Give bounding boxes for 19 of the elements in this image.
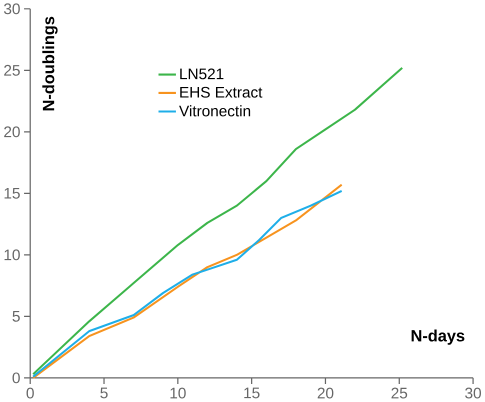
x-tick-label: 5 — [100, 388, 108, 398]
x-tick-label: 10 — [170, 388, 186, 399]
y-tick-label: 5 — [12, 311, 20, 322]
legend-label: EHS Extract — [180, 86, 262, 98]
x-tick-label: 30 — [465, 388, 481, 399]
y-tick-label: 30 — [4, 3, 20, 14]
x-tick-label: 15 — [244, 388, 260, 398]
y-axis-title: N-doublings — [42, 16, 58, 110]
y-tick-label: 15 — [4, 188, 20, 199]
x-tick-label: 0 — [26, 388, 34, 399]
x-axis-title: N-days — [412, 330, 464, 345]
y-tick-label: 20 — [4, 126, 20, 138]
legend-label: Vitronectin — [179, 105, 250, 116]
legend-label: LN521 — [180, 68, 224, 80]
y-tick-label: 10 — [4, 249, 20, 260]
y-tick-label: 0 — [12, 372, 20, 384]
x-tick-label: 20 — [318, 388, 334, 399]
x-tick-label: 25 — [392, 388, 408, 399]
y-tick-label: 25 — [4, 64, 20, 76]
